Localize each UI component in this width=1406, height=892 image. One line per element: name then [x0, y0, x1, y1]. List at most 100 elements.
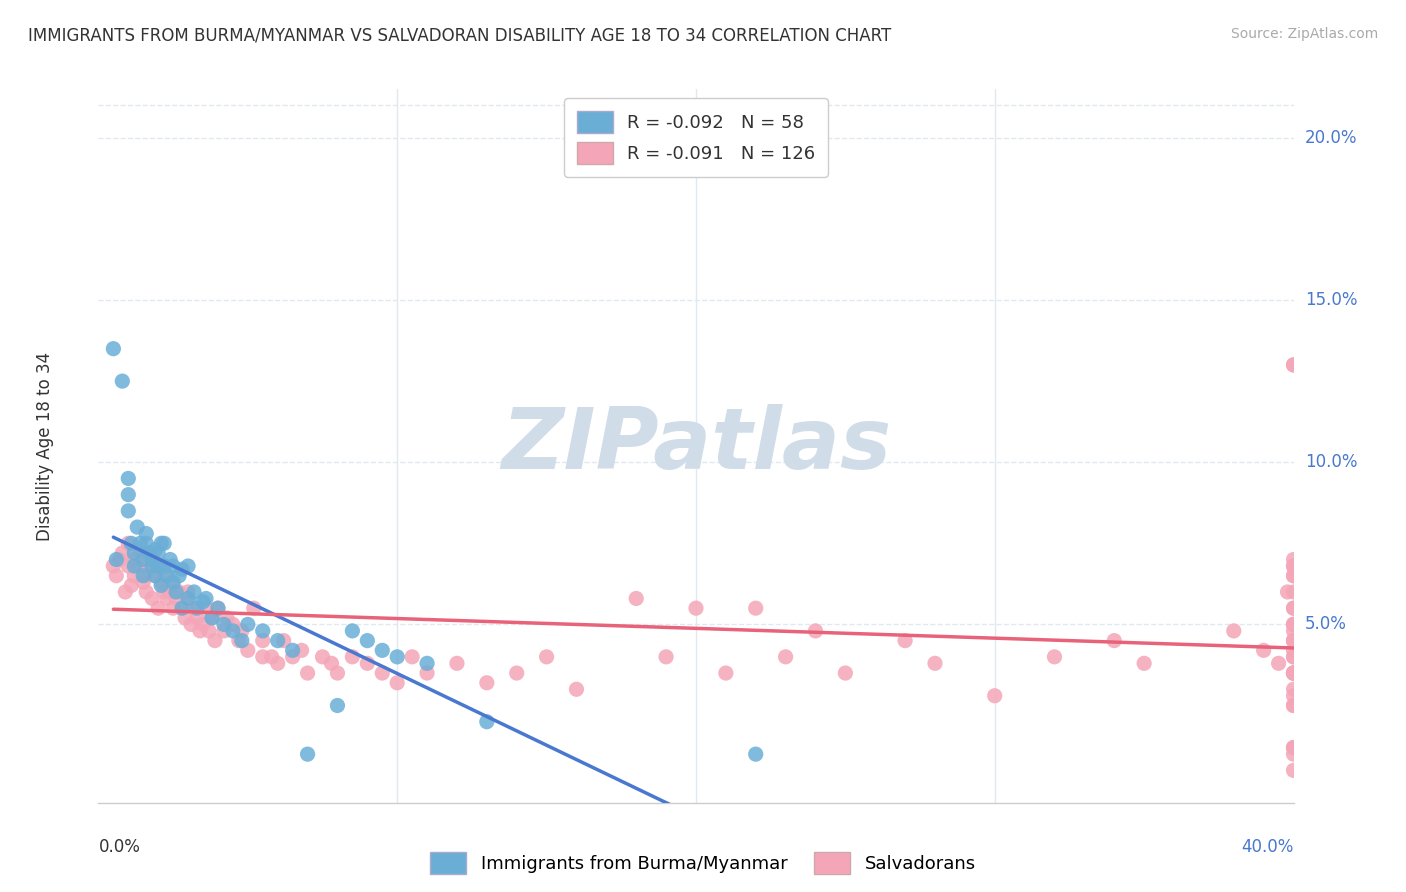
Text: ZIPatlas: ZIPatlas [501, 404, 891, 488]
Point [132, 568, 155, 582]
Point [165, 585, 187, 599]
Point [1282, 682, 1305, 697]
Point [153, 585, 176, 599]
Point [117, 488, 139, 502]
Point [183, 601, 205, 615]
Point [222, 617, 245, 632]
Point [1282, 666, 1305, 681]
Point [1282, 633, 1305, 648]
Point [1133, 657, 1156, 671]
Point [371, 666, 394, 681]
Point [162, 601, 184, 615]
Point [120, 578, 142, 592]
Point [236, 643, 259, 657]
Point [321, 657, 343, 671]
Point [714, 666, 737, 681]
Point [1282, 747, 1305, 761]
Point [127, 559, 149, 574]
Point [148, 559, 170, 574]
Point [159, 585, 181, 599]
Point [172, 601, 194, 615]
Point [150, 536, 173, 550]
Point [385, 675, 409, 690]
Point [222, 624, 245, 638]
Point [416, 666, 439, 681]
Point [984, 689, 1007, 703]
Point [167, 585, 190, 599]
Point [1282, 568, 1305, 582]
Point [267, 657, 290, 671]
Point [141, 559, 163, 574]
Point [129, 546, 152, 560]
Point [894, 633, 917, 648]
Point [183, 585, 205, 599]
Point [195, 601, 218, 615]
Point [1223, 624, 1246, 638]
Point [281, 643, 304, 657]
Point [117, 559, 139, 574]
Point [228, 633, 250, 648]
Point [124, 559, 146, 574]
Point [291, 643, 314, 657]
Point [342, 624, 364, 638]
Point [1282, 358, 1305, 372]
Point [150, 578, 173, 592]
Point [1253, 643, 1275, 657]
Point [105, 552, 128, 566]
Point [252, 649, 274, 664]
Point [215, 611, 238, 625]
Point [416, 657, 439, 671]
Point [342, 649, 364, 664]
Point [124, 552, 146, 566]
Point [177, 585, 200, 599]
Point [114, 585, 136, 599]
Point [117, 471, 139, 485]
Point [273, 633, 295, 648]
Point [236, 617, 259, 632]
Point [655, 649, 678, 664]
Point [162, 559, 184, 574]
Point [252, 624, 274, 638]
Point [120, 536, 142, 550]
Point [167, 568, 190, 582]
Text: 10.0%: 10.0% [1305, 453, 1357, 471]
Text: 5.0%: 5.0% [1305, 615, 1347, 633]
Point [124, 568, 146, 582]
Text: Disability Age 18 to 34: Disability Age 18 to 34 [35, 351, 53, 541]
Point [207, 601, 229, 615]
Point [138, 546, 160, 560]
Point [1282, 585, 1305, 599]
Point [267, 633, 290, 648]
Point [108, 552, 131, 566]
Point [1282, 666, 1305, 681]
Point [1282, 666, 1305, 681]
Point [195, 591, 218, 606]
Point [135, 585, 157, 599]
Point [745, 747, 768, 761]
Point [1282, 601, 1305, 615]
Point [1282, 740, 1305, 755]
Point [1282, 698, 1305, 713]
Point [1282, 740, 1305, 755]
Point [536, 649, 558, 664]
Point [1267, 657, 1289, 671]
Point [1282, 552, 1305, 566]
Point [191, 595, 214, 609]
Point [156, 568, 179, 582]
Point [103, 559, 125, 574]
Text: Source: ZipAtlas.com: Source: ZipAtlas.com [1230, 27, 1378, 41]
Point [111, 546, 134, 560]
Point [138, 546, 160, 560]
Point [1277, 585, 1299, 599]
Point [243, 601, 266, 615]
Point [1282, 358, 1305, 372]
Point [135, 526, 157, 541]
Point [105, 568, 128, 582]
Point [252, 633, 274, 648]
Point [834, 666, 856, 681]
Text: 40.0%: 40.0% [1241, 838, 1294, 855]
Point [1282, 617, 1305, 632]
Point [177, 559, 200, 574]
Point [165, 591, 187, 606]
Point [159, 552, 181, 566]
